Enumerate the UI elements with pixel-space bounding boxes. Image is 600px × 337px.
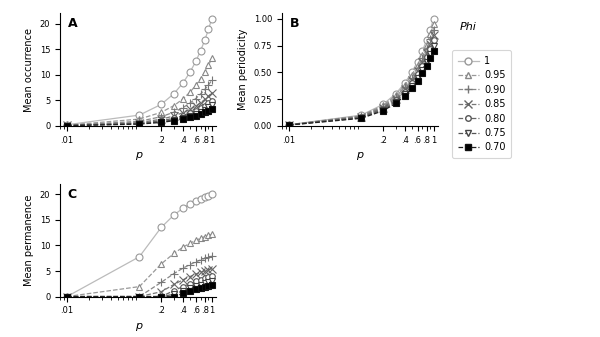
Y-axis label: Mean occurrence: Mean occurrence bbox=[24, 28, 34, 112]
Text: B: B bbox=[290, 17, 299, 30]
Y-axis label: Mean periodicity: Mean periodicity bbox=[238, 29, 248, 110]
Legend: 1, 0.95, 0.90, 0.85, 0.80, 0.75, 0.70: 1, 0.95, 0.90, 0.85, 0.80, 0.75, 0.70 bbox=[452, 50, 511, 158]
X-axis label: p: p bbox=[356, 150, 364, 160]
Text: C: C bbox=[68, 188, 77, 201]
Y-axis label: Mean permanence: Mean permanence bbox=[24, 195, 34, 286]
Text: Phi: Phi bbox=[459, 22, 476, 32]
Text: A: A bbox=[68, 17, 77, 30]
X-axis label: p: p bbox=[134, 321, 142, 331]
X-axis label: p: p bbox=[134, 150, 142, 160]
